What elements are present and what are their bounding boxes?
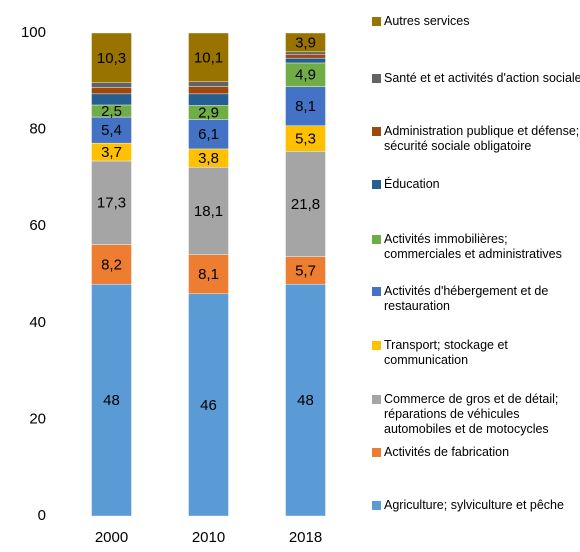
value-label: 18,1 (194, 203, 223, 220)
value-label: 3,9 (295, 34, 316, 51)
value-label: 3,8 (198, 150, 219, 167)
x-tick-label: 2000 (95, 529, 128, 546)
y-tick-label: 100 (21, 24, 46, 41)
legend-label: Activités d'hébergement et de restaurati… (384, 284, 549, 313)
legend-label: Santé et et activités d'action sociale (384, 71, 580, 85)
y-tick-label: 20 (29, 410, 46, 427)
bar-segment (285, 54, 326, 59)
bar-segment (188, 119, 229, 150)
value-label: 48 (103, 392, 120, 409)
x-tick-label: 2010 (192, 529, 225, 546)
bar-segment (285, 151, 326, 257)
legend-label: Activités immobilières; commerciales et … (384, 232, 562, 261)
value-label: 17,3 (97, 195, 126, 212)
y-tick-label: 60 (29, 217, 46, 234)
bar-segment (188, 93, 229, 106)
value-label: 8,1 (295, 98, 316, 115)
value-label: 3,7 (101, 144, 122, 161)
x-tick-label: 2018 (289, 529, 322, 546)
legend-label: Administration publique et défense; sécu… (384, 124, 580, 153)
bar-segment (285, 256, 326, 285)
y-tick-label: 40 (29, 314, 46, 331)
bar-segment (91, 87, 132, 95)
bar-segment (188, 254, 229, 295)
legend-swatch (372, 235, 381, 244)
value-label: 5,4 (101, 122, 122, 139)
legend-label: Commerce de gros et de détail; réparatio… (384, 392, 559, 436)
value-label: 5,3 (295, 131, 316, 148)
bar-segment (285, 283, 326, 517)
bar-segment (285, 32, 326, 53)
legend-label: Éducation (384, 177, 440, 191)
legend-label: Agriculture; sylviculture et pêche (384, 498, 564, 512)
y-tick-label: 80 (29, 121, 46, 138)
value-label: 4,9 (295, 67, 316, 84)
bar-segment (285, 51, 326, 55)
legend-label: Transport; stockage et communication (384, 338, 508, 367)
value-label: 2,9 (198, 104, 219, 121)
bar-segment (91, 82, 132, 88)
y-tick-label: 0 (38, 507, 46, 524)
bar-segment (188, 81, 229, 87)
legend-swatch (372, 17, 381, 26)
bar-segment (91, 244, 132, 285)
bar-segment (188, 32, 229, 82)
value-label: 5,7 (295, 262, 316, 279)
value-label: 46 (200, 397, 217, 414)
value-label: 6,1 (198, 126, 219, 143)
legend-swatch (372, 127, 381, 136)
value-label: 8,1 (198, 266, 219, 283)
bar-segment (91, 283, 132, 517)
bar-segment (188, 86, 229, 95)
value-label: 8,2 (101, 256, 122, 273)
value-label: 48 (297, 392, 314, 409)
legend-swatch (372, 74, 381, 83)
legend-label: Activités de fabrication (384, 445, 510, 459)
legend-swatch (372, 287, 381, 296)
chart: 0 20 40 60 80 100 2000 48 8,2 17,3 3,7 5,4 2,5 10,3 20… (21, 24, 326, 546)
bar-segment (188, 293, 229, 517)
value-label: 10,3 (97, 50, 126, 67)
legend-swatch (372, 501, 381, 510)
bar-segment (91, 116, 132, 144)
legend-swatch (372, 180, 381, 189)
bar-segment (91, 93, 132, 106)
legend-label: Autres services (384, 14, 470, 28)
legend-swatch (372, 395, 381, 404)
legend-swatch (372, 341, 381, 350)
bar-segment (285, 86, 326, 126)
bar-segment (188, 167, 229, 255)
bar-segment (285, 57, 326, 64)
value-label: 21,8 (291, 196, 320, 213)
bar-segment (285, 125, 326, 152)
legend-swatch (372, 448, 381, 457)
value-label: 2,5 (101, 103, 122, 120)
value-label: 10,1 (194, 49, 223, 66)
bar-segment (91, 32, 132, 83)
